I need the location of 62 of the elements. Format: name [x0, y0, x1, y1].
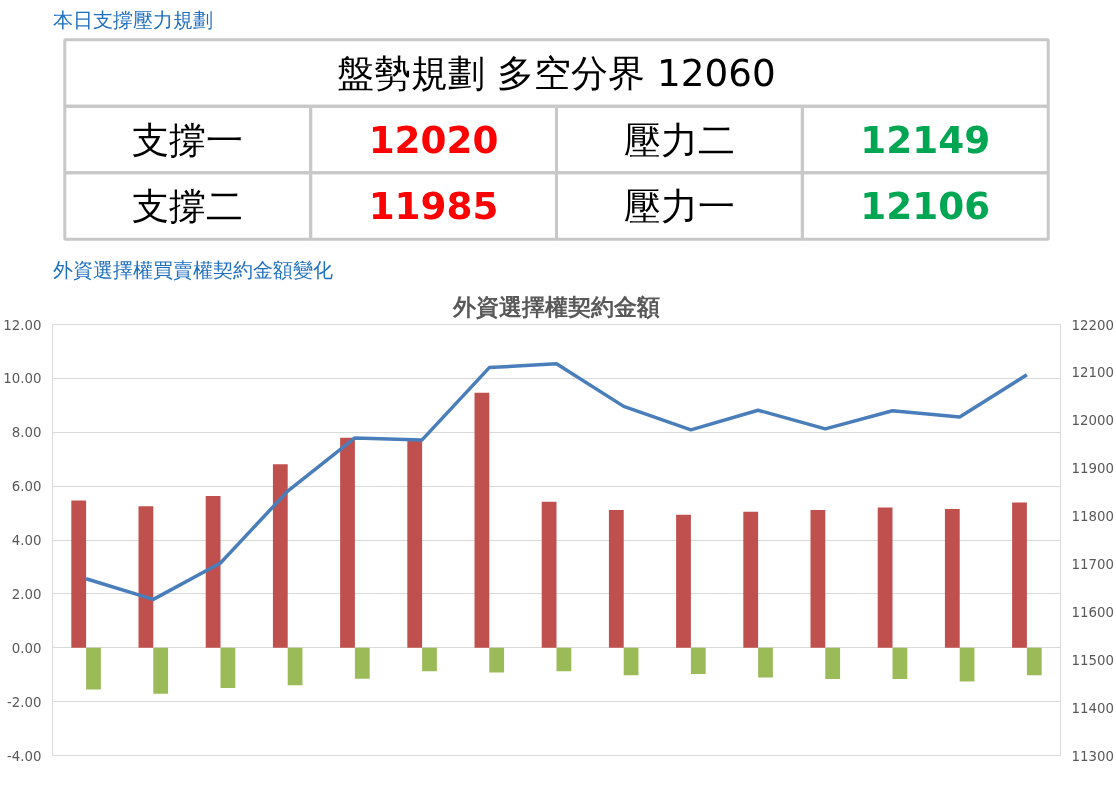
bar	[138, 506, 154, 648]
y2-tick-label: 11700	[1071, 556, 1114, 572]
bar	[205, 496, 221, 648]
bar	[959, 647, 975, 682]
text: 支撐二	[132, 183, 244, 228]
bar	[220, 647, 236, 688]
bar	[758, 647, 773, 678]
y2-tick-label: 11600	[1071, 604, 1114, 620]
bar	[422, 647, 437, 672]
bar	[272, 464, 288, 648]
bar	[407, 440, 423, 648]
text: 12149	[860, 118, 991, 162]
chart-subtitle: 外資選擇權契約金額	[452, 293, 660, 320]
text: 11985	[368, 184, 499, 229]
bar	[153, 647, 169, 694]
y2-tick-label: 11800	[1071, 509, 1114, 525]
text: 12106	[860, 184, 991, 229]
bar	[825, 647, 841, 679]
bar	[556, 647, 572, 672]
bar	[354, 647, 370, 679]
bar	[623, 647, 639, 676]
bar	[1012, 502, 1027, 648]
y2-tick-label: 11900	[1071, 461, 1114, 477]
text: 壓力一	[623, 183, 735, 228]
chart-title: 外資選擇權買賣權契約金額變化	[52, 257, 333, 282]
y-tick-label: 4.00	[11, 533, 42, 548]
bar	[489, 647, 505, 673]
y2-tick-label: 12200	[1071, 317, 1114, 333]
bar	[287, 647, 303, 686]
y-tick-label: 8.00	[11, 425, 42, 441]
y2-tick-label: 12000	[1071, 413, 1114, 429]
bar	[608, 510, 624, 648]
y-tick-label: -2.00	[7, 694, 42, 710]
bar	[474, 392, 490, 648]
bar	[892, 647, 908, 679]
bar	[690, 647, 706, 674]
line-series	[84, 362, 1029, 602]
bar	[1026, 647, 1042, 676]
y-tick-label: 12.00	[3, 317, 42, 333]
y2-tick-label: 12100	[1071, 365, 1114, 381]
text: 壓力二	[623, 117, 735, 162]
y-tick-label: 10.00	[3, 371, 42, 387]
bar	[743, 511, 759, 648]
text: 12020	[368, 118, 499, 162]
bar	[676, 514, 691, 648]
y2-tick-label: 11400	[1071, 700, 1114, 716]
y2-tick-label: 11300	[1071, 748, 1114, 764]
y-tick-label: -4.00	[7, 748, 42, 764]
bar	[86, 647, 101, 690]
text: 支撐一	[132, 117, 244, 162]
bar	[541, 501, 557, 648]
y-tick-label: 0.00	[11, 640, 42, 656]
bar	[877, 507, 893, 648]
y-tick-label: 2.00	[11, 586, 42, 602]
bar	[340, 437, 355, 648]
bar	[810, 510, 826, 648]
bar	[944, 509, 960, 648]
text: 本日支撐壓力規劃	[52, 7, 213, 32]
bar	[71, 500, 87, 648]
text: 盤勢規劃 多空分界 12060	[337, 51, 776, 96]
y-tick-label: 6.00	[11, 479, 42, 495]
y2-tick-label: 11500	[1071, 652, 1114, 668]
